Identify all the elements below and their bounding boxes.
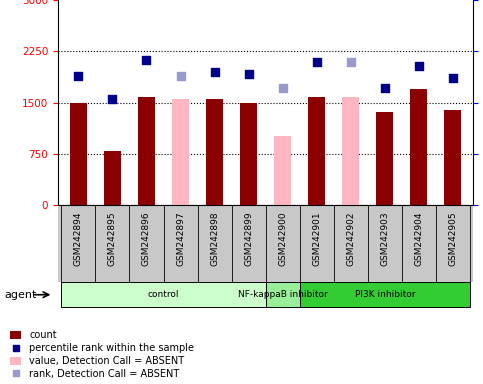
Text: GSM242898: GSM242898 <box>210 212 219 266</box>
Bar <box>376 112 393 205</box>
Text: GSM242896: GSM242896 <box>142 212 151 266</box>
Text: GSM242897: GSM242897 <box>176 212 185 266</box>
Bar <box>342 96 359 205</box>
Bar <box>308 97 325 205</box>
Bar <box>172 99 189 205</box>
Point <box>177 73 185 79</box>
Point <box>211 69 218 75</box>
Text: GSM242902: GSM242902 <box>346 212 355 266</box>
Point <box>74 73 82 79</box>
Point <box>142 56 150 63</box>
Text: control: control <box>148 290 179 299</box>
Point <box>245 71 253 77</box>
Point <box>347 58 355 65</box>
Legend: count, percentile rank within the sample, value, Detection Call = ABSENT, rank, : count, percentile rank within the sample… <box>10 330 194 379</box>
Bar <box>274 136 291 205</box>
Text: GSM242904: GSM242904 <box>414 212 424 266</box>
Text: agent: agent <box>5 290 37 300</box>
Text: GSM242901: GSM242901 <box>312 212 321 266</box>
Bar <box>240 103 257 205</box>
Bar <box>61 282 266 307</box>
Point <box>279 85 286 91</box>
Point <box>313 58 321 65</box>
Bar <box>411 89 427 205</box>
Bar <box>70 103 87 205</box>
Bar <box>299 282 470 307</box>
Text: GSM242900: GSM242900 <box>278 212 287 266</box>
Point <box>381 85 389 91</box>
Text: GSM242905: GSM242905 <box>448 212 457 266</box>
Text: GSM242895: GSM242895 <box>108 212 117 266</box>
Bar <box>104 151 121 205</box>
Bar <box>138 96 155 205</box>
Bar <box>444 110 461 205</box>
Point <box>109 96 116 102</box>
Bar <box>266 282 299 307</box>
Text: GSM242899: GSM242899 <box>244 212 253 266</box>
Text: NF-kappaB inhibitor: NF-kappaB inhibitor <box>238 290 327 299</box>
Text: GSM242894: GSM242894 <box>74 212 83 266</box>
Point <box>415 63 423 69</box>
Bar <box>206 99 223 205</box>
Text: GSM242903: GSM242903 <box>380 212 389 266</box>
Text: PI3K inhibitor: PI3K inhibitor <box>355 290 415 299</box>
Point <box>449 75 457 81</box>
